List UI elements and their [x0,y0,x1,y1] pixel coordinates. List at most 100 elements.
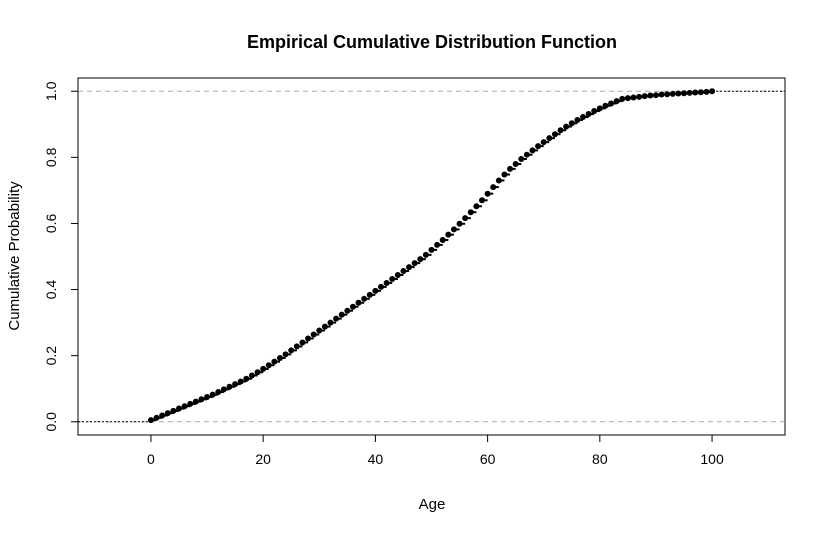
y-tick-label: 1.0 [43,81,59,101]
x-axis-label: Age [419,496,446,513]
data-point [305,335,312,342]
data-point [226,383,233,390]
data-point [243,375,250,382]
data-point [686,89,693,96]
data-point [585,111,592,118]
data-point [529,147,536,154]
data-point [383,279,390,286]
y-tick-label: 0.4 [43,280,59,300]
data-point [681,90,687,97]
y-tick-label: 0.0 [43,412,59,432]
data-point [540,139,547,146]
data-point [450,226,457,233]
data-point [378,283,384,290]
data-point [389,275,396,282]
data-point [321,323,328,330]
data-point [563,123,570,130]
data-point [697,89,704,96]
data-point [349,303,356,310]
data-point [495,177,502,184]
data-point [394,272,401,279]
data-point [260,365,267,372]
x-axis: 0 20 40 60 80 100 [147,434,724,467]
data-point [456,220,463,227]
data-point [293,343,300,350]
data-point [523,151,530,158]
data-point [692,89,699,96]
data-point [198,396,205,403]
data-point [271,358,278,365]
data-point [703,88,710,95]
data-point [310,331,317,338]
data-point [372,287,379,294]
data-point [299,339,306,346]
data-point [406,264,413,271]
data-point [445,231,452,238]
data-point [462,215,469,222]
y-tick-label: 0.2 [43,346,59,366]
data-point [327,319,334,326]
data-point [333,315,340,322]
data-point [232,381,239,388]
data-point [591,108,598,115]
data-point [248,372,255,379]
data-point [630,94,637,101]
data-point [366,291,373,298]
data-point [176,405,182,412]
x-tick-label: 20 [255,451,271,467]
x-tick-label: 60 [480,451,496,467]
data-point [204,393,211,400]
data-point [215,389,222,396]
data-point [147,417,154,424]
data-point [237,378,244,385]
y-axis-label: Cumulative Probability [6,181,23,331]
y-tick-label: 0.6 [43,214,59,234]
data-point [608,100,615,107]
data-point [411,260,418,267]
data-point [439,236,446,243]
data-point [434,241,441,248]
data-point [316,327,323,334]
data-point [636,93,643,100]
data-point [512,160,519,167]
data-point [490,184,497,191]
data-point [647,92,654,99]
data-point [613,98,620,105]
data-point [265,362,272,369]
data-point [658,91,665,98]
x-tick-label: 100 [700,451,724,467]
data-point [422,251,429,258]
data-point [164,410,171,417]
data-point [484,190,491,197]
data-point [288,347,295,354]
data-point [501,171,508,178]
data-points [78,88,785,424]
data-point [417,256,424,263]
chart-title: Empirical Cumulative Distribution Functi… [247,32,617,52]
data-point [551,131,558,138]
data-point [400,268,407,275]
data-point [181,403,188,410]
data-point [153,414,160,421]
data-point [546,135,553,142]
data-point [479,197,485,204]
data-point [624,95,631,102]
data-point [159,412,166,419]
data-point [652,92,659,99]
data-point [596,105,603,112]
data-point [675,90,682,97]
data-point [568,120,575,127]
data-point [355,299,362,306]
data-point [220,386,227,393]
y-axis: 0.0 0.2 0.4 0.6 0.8 1.0 [43,81,79,432]
data-point [428,246,435,253]
data-point [602,102,609,109]
data-point [507,165,514,172]
data-point [282,351,289,358]
y-tick-label: 0.8 [43,147,59,167]
data-point [619,95,626,102]
data-point [664,91,671,98]
data-point [580,114,586,121]
